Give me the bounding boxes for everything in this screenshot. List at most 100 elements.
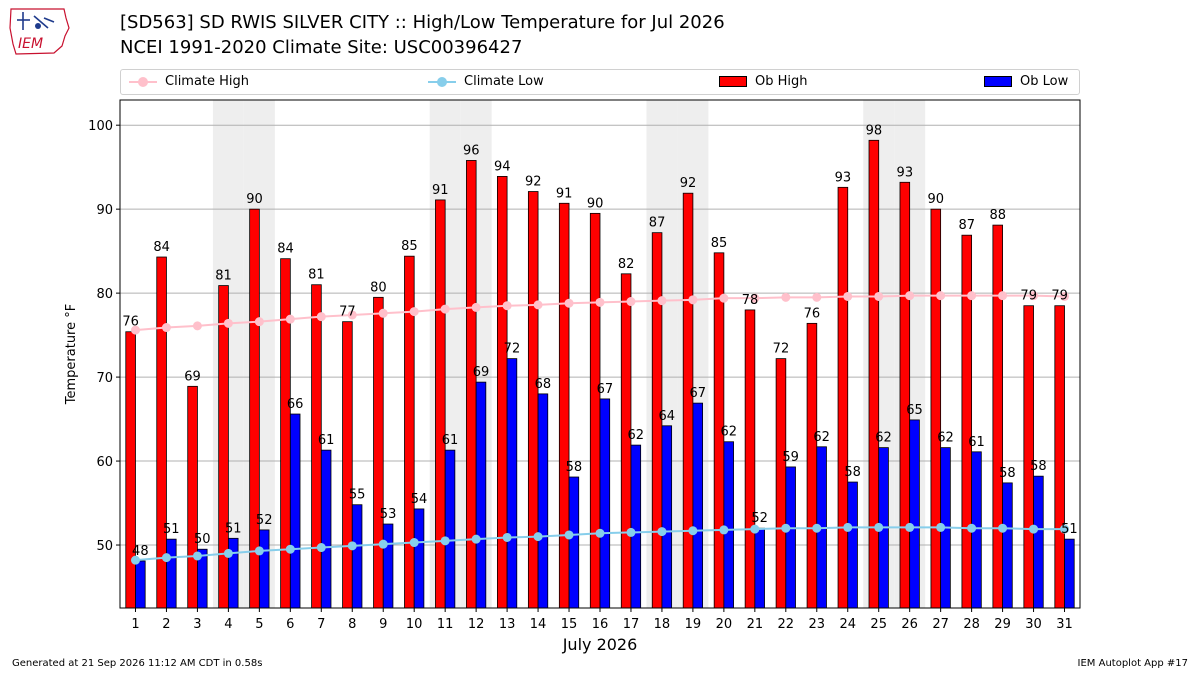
- ob-low-label-30: 58: [1030, 459, 1047, 474]
- ob-high-bar-31: [1054, 305, 1065, 609]
- ob-high-label-13: 94: [494, 159, 511, 174]
- climate-high-point-18: [657, 296, 667, 306]
- app-footer: IEM Autoplot App #17: [1077, 658, 1188, 669]
- climate-high-point-6: [285, 314, 295, 324]
- ob-high-label-31: 79: [1051, 289, 1068, 304]
- ob-low-bar-10: [413, 508, 425, 609]
- ob-low-label-17: 62: [628, 428, 645, 443]
- ob-low-bar-14: [537, 393, 549, 609]
- ob-high-label-5: 90: [246, 192, 263, 207]
- ob-high-bar-4: [218, 285, 229, 609]
- ob-low-label-15: 58: [566, 460, 583, 475]
- ob-high-bar-27: [930, 208, 942, 609]
- ob-high-label-4: 81: [215, 269, 232, 284]
- ob-high-label-25: 98: [866, 123, 883, 138]
- ob-high-bar-24: [837, 186, 849, 609]
- ob-low-bar-22: [785, 466, 796, 609]
- climate-low-point-3: [192, 551, 202, 561]
- ob-low-label-28: 61: [968, 435, 985, 450]
- x-tick-label-28: 28: [963, 617, 980, 632]
- ob-low-label-23: 62: [813, 430, 830, 445]
- ob-low-label-16: 67: [597, 382, 614, 397]
- ob-low-label-5: 52: [256, 513, 273, 528]
- ob-high-label-9: 80: [370, 280, 387, 295]
- ob-high-label-26: 93: [897, 165, 914, 180]
- ob-low-bar-13: [506, 358, 518, 609]
- x-tick-label-6: 6: [286, 617, 294, 632]
- climate-low-point-13: [502, 532, 512, 542]
- ob-high-bar-3: [187, 385, 198, 609]
- climate-low-point-26: [905, 522, 915, 532]
- ob-high-label-18: 87: [649, 216, 666, 231]
- climate-low-point-8: [347, 541, 357, 551]
- climate-high-point-12: [471, 302, 481, 312]
- climate-high-point-15: [564, 298, 574, 308]
- ob-high-bar-22: [775, 358, 787, 609]
- climate-low-point-18: [657, 527, 667, 537]
- x-axis-label: July 2026: [562, 635, 638, 654]
- climate-high-point-28: [967, 291, 977, 301]
- x-tick-label-21: 21: [747, 617, 764, 632]
- legend-item-climate-high: Climate High: [129, 74, 249, 89]
- climate-low-point-25: [874, 522, 884, 532]
- ob-low-label-20: 62: [720, 425, 737, 440]
- x-tick-label-19: 19: [685, 617, 702, 632]
- x-tick-label-1: 1: [131, 617, 139, 632]
- ob-low-bar-20: [723, 441, 734, 609]
- ob-high-label-10: 85: [401, 239, 418, 254]
- ob-low-label-9: 53: [380, 507, 397, 522]
- legend-item-climate-low: Climate Low: [428, 74, 544, 89]
- ob-high-label-20: 85: [711, 236, 728, 251]
- ob-low-label-25: 62: [875, 431, 892, 446]
- x-tick-label-30: 30: [1025, 617, 1042, 632]
- ob-high-bar-15: [558, 202, 570, 609]
- ob-high-bar-28: [961, 234, 973, 609]
- climate-high-point-26: [905, 291, 915, 301]
- x-tick-label-31: 31: [1056, 617, 1073, 632]
- legend-climate-low-marker: [428, 75, 456, 89]
- climate-high-point-25: [874, 291, 884, 301]
- climate-high-point-30: [1029, 291, 1039, 301]
- ob-low-bar-2: [166, 538, 177, 609]
- climate-high-point-7: [316, 312, 326, 322]
- ob-low-label-29: 58: [999, 466, 1016, 481]
- climate-high-point-22: [781, 292, 791, 302]
- ob-low-label-31: 51: [1061, 522, 1078, 537]
- legend-climate-high-marker: [129, 75, 157, 89]
- ob-high-bar-11: [435, 199, 446, 609]
- ob-low-bar-30: [1033, 475, 1044, 609]
- x-tick-label-10: 10: [406, 617, 423, 632]
- climate-high-point-17: [626, 297, 636, 307]
- climate-low-point-29: [998, 523, 1008, 533]
- ob-high-bar-30: [1023, 305, 1034, 609]
- ob-low-label-10: 54: [411, 492, 428, 507]
- y-tick-label-50: 50: [96, 539, 113, 554]
- ob-high-bar-16: [589, 212, 601, 609]
- ob-high-bar-23: [806, 322, 818, 609]
- climate-low-point-31: [1060, 524, 1070, 534]
- ob-low-bar-26: [909, 419, 920, 609]
- ob-low-bar-5: [258, 529, 270, 609]
- climate-low-point-28: [967, 523, 977, 533]
- iem-logo: IEM: [8, 6, 70, 58]
- ob-high-label-22: 72: [773, 342, 790, 357]
- x-tick-label-16: 16: [592, 617, 609, 632]
- ob-high-bar-13: [496, 176, 508, 609]
- ob-high-label-12: 96: [463, 143, 480, 158]
- legend-ob-high-label: Ob High: [755, 74, 808, 89]
- y-tick-label-80: 80: [96, 287, 113, 302]
- y-tick-label-70: 70: [96, 371, 113, 386]
- ob-low-bar-15: [568, 476, 580, 609]
- ob-low-label-8: 55: [349, 488, 366, 503]
- climate-high-point-21: [750, 293, 760, 303]
- ob-low-bar-31: [1064, 538, 1075, 609]
- ob-low-bar-11: [444, 449, 456, 609]
- ob-low-label-24: 58: [844, 465, 861, 480]
- climate-low-point-5: [254, 546, 264, 556]
- ob-low-label-2: 51: [163, 522, 180, 537]
- x-tick-label-5: 5: [255, 617, 263, 632]
- climate-low-point-16: [595, 528, 605, 538]
- ob-high-label-3: 69: [184, 369, 201, 384]
- climate-low-point-1: [130, 555, 140, 565]
- climate-high-point-10: [409, 307, 419, 317]
